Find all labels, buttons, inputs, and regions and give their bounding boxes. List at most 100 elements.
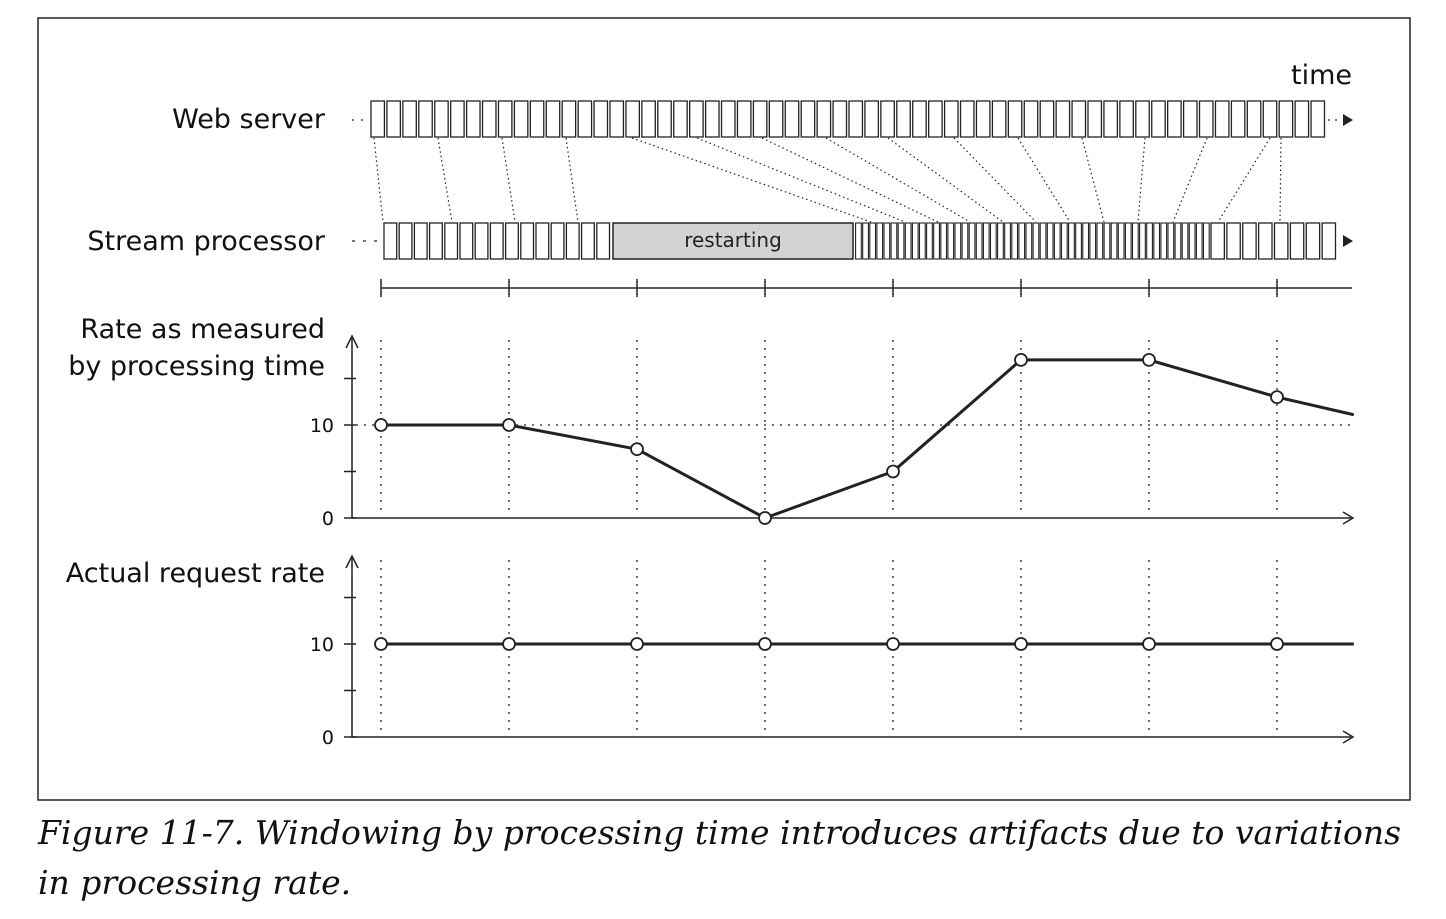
stream-processor-event bbox=[1068, 222, 1075, 260]
web-server-event bbox=[943, 100, 959, 138]
web-server-event bbox=[609, 100, 625, 138]
stream-processor-event bbox=[413, 222, 428, 260]
event-mapping-line bbox=[1279, 137, 1282, 223]
stream-processor-event bbox=[1160, 222, 1168, 260]
y-tick-label: 10 bbox=[310, 634, 334, 656]
web-server-event bbox=[912, 100, 927, 138]
event-mapping-line bbox=[373, 137, 384, 223]
x-axis-arrowhead bbox=[1342, 730, 1355, 744]
data-point bbox=[630, 637, 644, 651]
stream-processor-event bbox=[883, 222, 891, 260]
stream-processor-event bbox=[1139, 222, 1146, 260]
stream-processor-event bbox=[1167, 222, 1175, 260]
web-server-event bbox=[1246, 100, 1262, 138]
data-point bbox=[758, 511, 772, 525]
web-server-event bbox=[1039, 100, 1055, 138]
restarting-box bbox=[612, 222, 854, 260]
web-server-event bbox=[465, 100, 481, 138]
chart-processing-rate: 0 10 bbox=[310, 334, 1355, 530]
event-mapping-line bbox=[1017, 137, 1071, 223]
web-server-event bbox=[1007, 100, 1023, 138]
stream-processor-event bbox=[1188, 222, 1196, 260]
stream-processor-event bbox=[596, 222, 611, 260]
data-point bbox=[1270, 390, 1284, 405]
web-server-event bbox=[402, 100, 417, 138]
stream-processor-arrowhead bbox=[1343, 235, 1353, 247]
data-point bbox=[1270, 637, 1284, 651]
web-server-event bbox=[768, 100, 784, 138]
web-server-event bbox=[832, 100, 848, 138]
web-server-event bbox=[545, 100, 561, 138]
web-server-event bbox=[593, 100, 609, 138]
data-point bbox=[374, 418, 388, 432]
web-server-event bbox=[386, 100, 402, 138]
figure-caption: Figure 11-7. Windowing by processing tim… bbox=[38, 813, 1402, 902]
stream-processor-event bbox=[968, 222, 976, 260]
web-server-event bbox=[816, 100, 832, 138]
data-point bbox=[502, 637, 516, 651]
restarting-label: restarting bbox=[684, 228, 782, 252]
data-point bbox=[886, 464, 900, 479]
web-server-event bbox=[529, 100, 545, 138]
web-server-event bbox=[577, 100, 593, 138]
stream-processor-event bbox=[398, 222, 413, 260]
web-server-event bbox=[1230, 100, 1246, 138]
stream-processor-event bbox=[550, 222, 565, 260]
stream-processor-event bbox=[1103, 222, 1111, 260]
x-axis-arrowhead bbox=[1342, 511, 1355, 525]
event-mapping-line bbox=[761, 137, 939, 223]
web-server-event bbox=[848, 100, 864, 138]
chart1-ylabel-line2: by processing time bbox=[68, 351, 325, 382]
stream-processor-event bbox=[876, 222, 884, 260]
web-server-event bbox=[1294, 100, 1310, 138]
web-server-event bbox=[1278, 100, 1294, 138]
stream-processor-event bbox=[1202, 222, 1210, 260]
data-point bbox=[1142, 352, 1156, 367]
event-mapping-line bbox=[1172, 137, 1208, 223]
web-server-event bbox=[497, 100, 513, 138]
stream-processor-event bbox=[504, 222, 519, 260]
web-server-event bbox=[991, 100, 1007, 138]
stream-processor-event bbox=[918, 222, 926, 260]
chart1-ylabel-line1: Rate as measured bbox=[80, 314, 325, 345]
stream-processor-event bbox=[975, 222, 983, 260]
web-server-event bbox=[1167, 100, 1182, 138]
web-server-timeline bbox=[352, 100, 1353, 138]
y-tick-label: 0 bbox=[322, 508, 334, 530]
web-server-event bbox=[450, 100, 465, 138]
y-axis-arrowhead bbox=[345, 554, 359, 569]
stream-processor-event bbox=[1195, 222, 1203, 260]
web-server-event bbox=[704, 100, 720, 138]
time-label: time bbox=[1291, 60, 1352, 91]
stream-processor-event bbox=[1053, 222, 1061, 260]
event-mapping-line bbox=[1081, 137, 1105, 223]
web-server-event bbox=[641, 100, 656, 138]
stream-processor-event bbox=[1321, 222, 1337, 260]
web-server-event bbox=[864, 100, 880, 138]
event-mapping-line bbox=[887, 137, 1004, 223]
stream-processor-event bbox=[1075, 222, 1082, 260]
stream-processor-event bbox=[1004, 222, 1011, 260]
y-axis-arrowhead bbox=[345, 334, 359, 349]
stream-processor-event bbox=[1289, 222, 1305, 260]
data-point bbox=[374, 637, 388, 651]
stream-processor-event bbox=[474, 222, 489, 260]
stream-processor-event bbox=[1011, 222, 1019, 260]
event-mapping-lines bbox=[373, 137, 1282, 223]
event-mapping-line bbox=[1217, 137, 1271, 223]
web-server-arrowhead bbox=[1343, 114, 1353, 126]
stream-processor-event bbox=[940, 222, 948, 260]
web-server-event bbox=[1151, 100, 1166, 138]
stream-processor-event bbox=[520, 222, 535, 260]
web-server-event bbox=[1135, 100, 1150, 138]
stream-processor-event bbox=[897, 222, 905, 260]
web-server-event bbox=[1214, 100, 1230, 138]
stream-processor-event bbox=[1146, 222, 1153, 260]
stream-processor-label: Stream processor bbox=[87, 226, 326, 257]
data-point bbox=[630, 442, 644, 457]
web-server-event bbox=[418, 100, 433, 138]
event-mapping-line bbox=[1137, 137, 1146, 223]
web-server-event bbox=[928, 100, 943, 138]
web-server-event bbox=[784, 100, 800, 138]
stream-processor-event bbox=[444, 222, 459, 260]
